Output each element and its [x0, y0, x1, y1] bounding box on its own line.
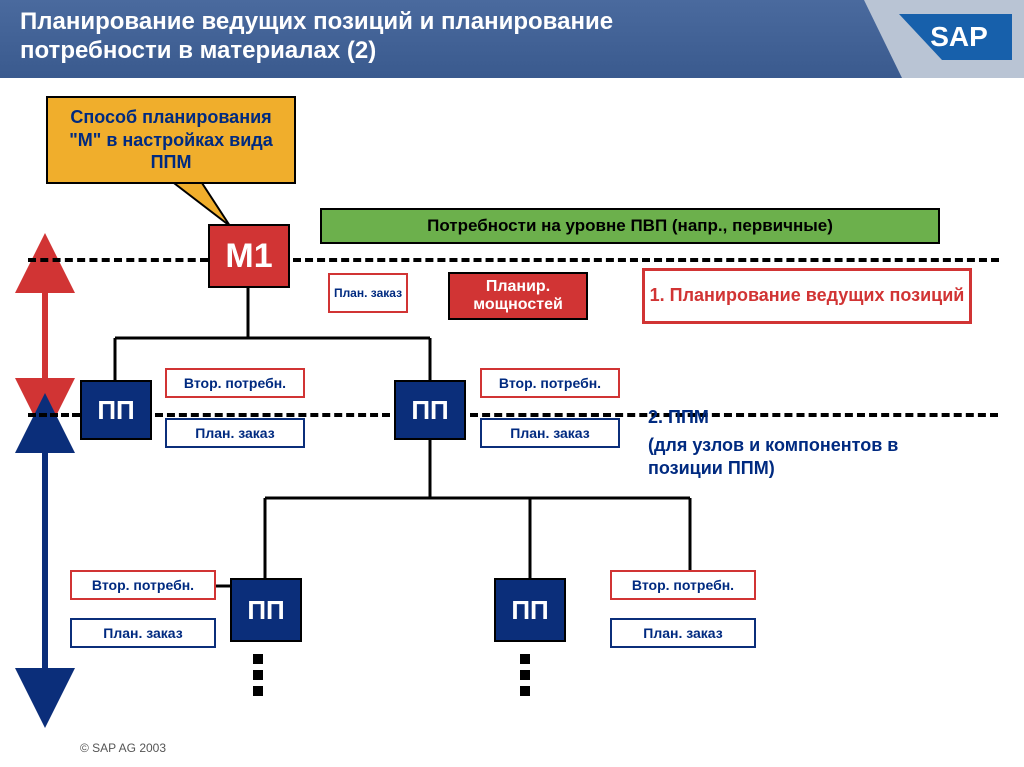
node-pp-l3-left: ПП	[230, 578, 302, 642]
vtor-l3-right: Втор. потребн.	[610, 570, 756, 600]
sap-logo: SAP	[864, 0, 1024, 78]
dashed-line-1-left	[28, 258, 208, 262]
dashed-line-2-b	[155, 413, 390, 417]
capacity-box: Планир. мощностей	[448, 272, 588, 320]
slide-header: Планирование ведущих позиций и планирова…	[0, 0, 1024, 78]
dots-left	[253, 648, 263, 702]
dots-right	[520, 648, 530, 702]
plan-l3-left: План. заказ	[70, 618, 216, 648]
copyright: © SAP AG 2003	[80, 741, 166, 755]
green-requirements-bar: Потребности на уровне ПВП (напр., первич…	[320, 208, 940, 244]
node-m1: M1	[208, 224, 290, 288]
node-pp-l2-mid: ПП	[394, 380, 466, 440]
dashed-line-1-right	[293, 258, 999, 262]
plan-l3-right: План. заказ	[610, 618, 756, 648]
node-pp-l3-mid: ПП	[494, 578, 566, 642]
plan-l2-mid: План. заказ	[480, 418, 620, 448]
plan-l2-left: План. заказ	[165, 418, 305, 448]
dashed-line-2-a	[28, 413, 80, 417]
diagram-canvas: Способ планирования "M" в настройках вид…	[0, 78, 1024, 748]
node-pp-l2-left: ПП	[80, 380, 152, 440]
section1-box: 1. Планирование ведущих позиций	[642, 268, 972, 324]
vtor-l2-left: Втор. потребн.	[165, 368, 305, 398]
vtor-l3-left: Втор. потребн.	[70, 570, 216, 600]
vtor-l2-mid: Втор. потребн.	[480, 368, 620, 398]
section2-sub: (для узлов и компонентов в позиции ППМ)	[648, 434, 908, 481]
slide-title: Планирование ведущих позиций и планирова…	[20, 8, 720, 66]
section2-title: 2. ППМ	[648, 406, 948, 429]
plan-zakaz-m1: План. заказ	[328, 273, 408, 313]
sap-logo-text: SAP	[930, 21, 988, 52]
callout-box: Способ планирования "M" в настройках вид…	[46, 96, 296, 184]
